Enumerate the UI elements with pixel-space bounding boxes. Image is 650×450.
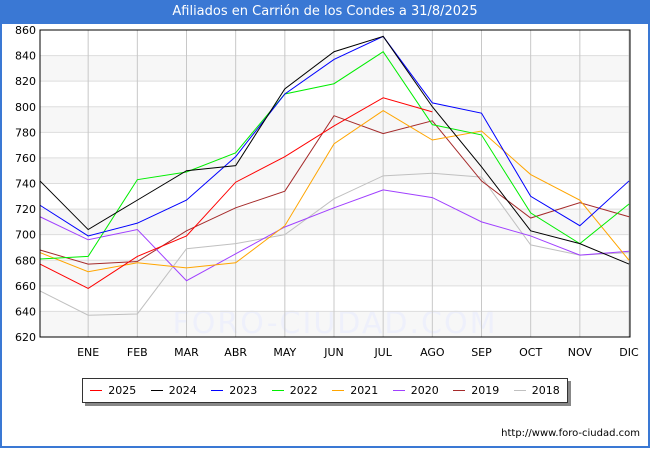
x-tick-label: OCT [519, 346, 542, 359]
x-tick-label: ABR [224, 346, 247, 359]
legend-swatch [453, 389, 466, 392]
y-tick-label: 740 [15, 178, 36, 191]
y-tick-label: 680 [15, 254, 36, 267]
series-line-2018 [39, 172, 630, 316]
y-tick-label: 840 [15, 50, 36, 63]
series-line-2025 [39, 97, 433, 289]
y-tick-label: 800 [15, 101, 36, 114]
series-line-2024 [39, 35, 630, 265]
grid-band [40, 55, 630, 82]
grid-band [40, 260, 630, 286]
chart-title: Afiliados en Carrión de los Condes a 31/… [0, 0, 650, 24]
legend-item-2020: 2020 [392, 384, 439, 397]
series-line-2019 [39, 115, 630, 265]
legend-label: 2023 [229, 384, 258, 397]
grid-band [40, 106, 630, 133]
y-tick-label: 820 [15, 75, 36, 88]
legend-swatch [513, 389, 526, 392]
legend-item-2019: 2019 [453, 384, 499, 397]
legend-item-2023: 2023 [211, 384, 257, 397]
x-tick-label: ENE [77, 346, 99, 359]
legend-label: 2021 [350, 384, 379, 397]
legend-item-2021: 2021 [332, 384, 378, 397]
series-line-2020 [39, 189, 630, 282]
x-tick-label: JUN [323, 346, 344, 359]
y-tick-label: 660 [15, 280, 36, 293]
legend-label: 2024 [168, 384, 197, 397]
legend-swatch [271, 389, 284, 392]
legend-swatch [90, 389, 103, 392]
grid-band [40, 209, 630, 235]
y-tick-label: 720 [15, 203, 36, 216]
x-tick-label: NOV [568, 346, 593, 359]
y-tick-label: 700 [15, 229, 36, 242]
x-tick-label: SEP [471, 346, 492, 359]
legend-swatch [150, 389, 163, 392]
legend-label: 2020 [410, 384, 439, 397]
y-tick-label: 620 [15, 331, 36, 344]
series-line-2022 [39, 51, 630, 260]
x-tick-label: MAY [273, 346, 296, 359]
legend-swatch [332, 389, 345, 392]
legend-label: 2022 [289, 384, 318, 397]
x-tick-label: FEB [127, 346, 148, 359]
legend-swatch [392, 389, 405, 392]
grid-band [40, 311, 630, 337]
plot-border [39, 29, 631, 338]
series-line-2023 [39, 35, 630, 237]
y-tick-label: 760 [15, 152, 36, 165]
footer-url[interactable]: http://www.foro-ciudad.com [501, 428, 640, 439]
legend-item-2018: 2018 [513, 384, 560, 397]
legend-label: 2025 [108, 384, 137, 397]
series-line-2021 [39, 109, 630, 273]
x-tick-label: MAR [174, 346, 199, 359]
y-tick-label: 640 [15, 305, 36, 318]
x-tick-label: AGO [420, 346, 445, 359]
legend-item-2024: 2024 [150, 384, 197, 397]
legend-label: 2019 [471, 384, 500, 397]
y-tick-label: 860 [15, 24, 36, 37]
y-tick-label: 780 [15, 126, 36, 139]
legend-item-2022: 2022 [271, 384, 318, 397]
legend-label: 2018 [531, 384, 560, 397]
legend-swatch [211, 389, 224, 392]
x-tick-label: JUL [373, 346, 392, 359]
x-tick-label: DIC [619, 346, 639, 359]
legend-item-2025: 2025 [90, 384, 136, 397]
legend: 2025 2024 2023 2022 2021 2020 2019 2018 [82, 378, 568, 403]
